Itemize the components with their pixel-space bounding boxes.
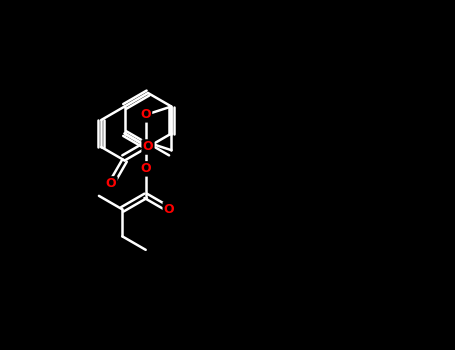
- Text: O: O: [106, 177, 116, 190]
- Text: O: O: [141, 108, 151, 121]
- Text: O: O: [141, 162, 151, 175]
- Text: O: O: [164, 203, 174, 216]
- Text: O: O: [143, 140, 153, 154]
